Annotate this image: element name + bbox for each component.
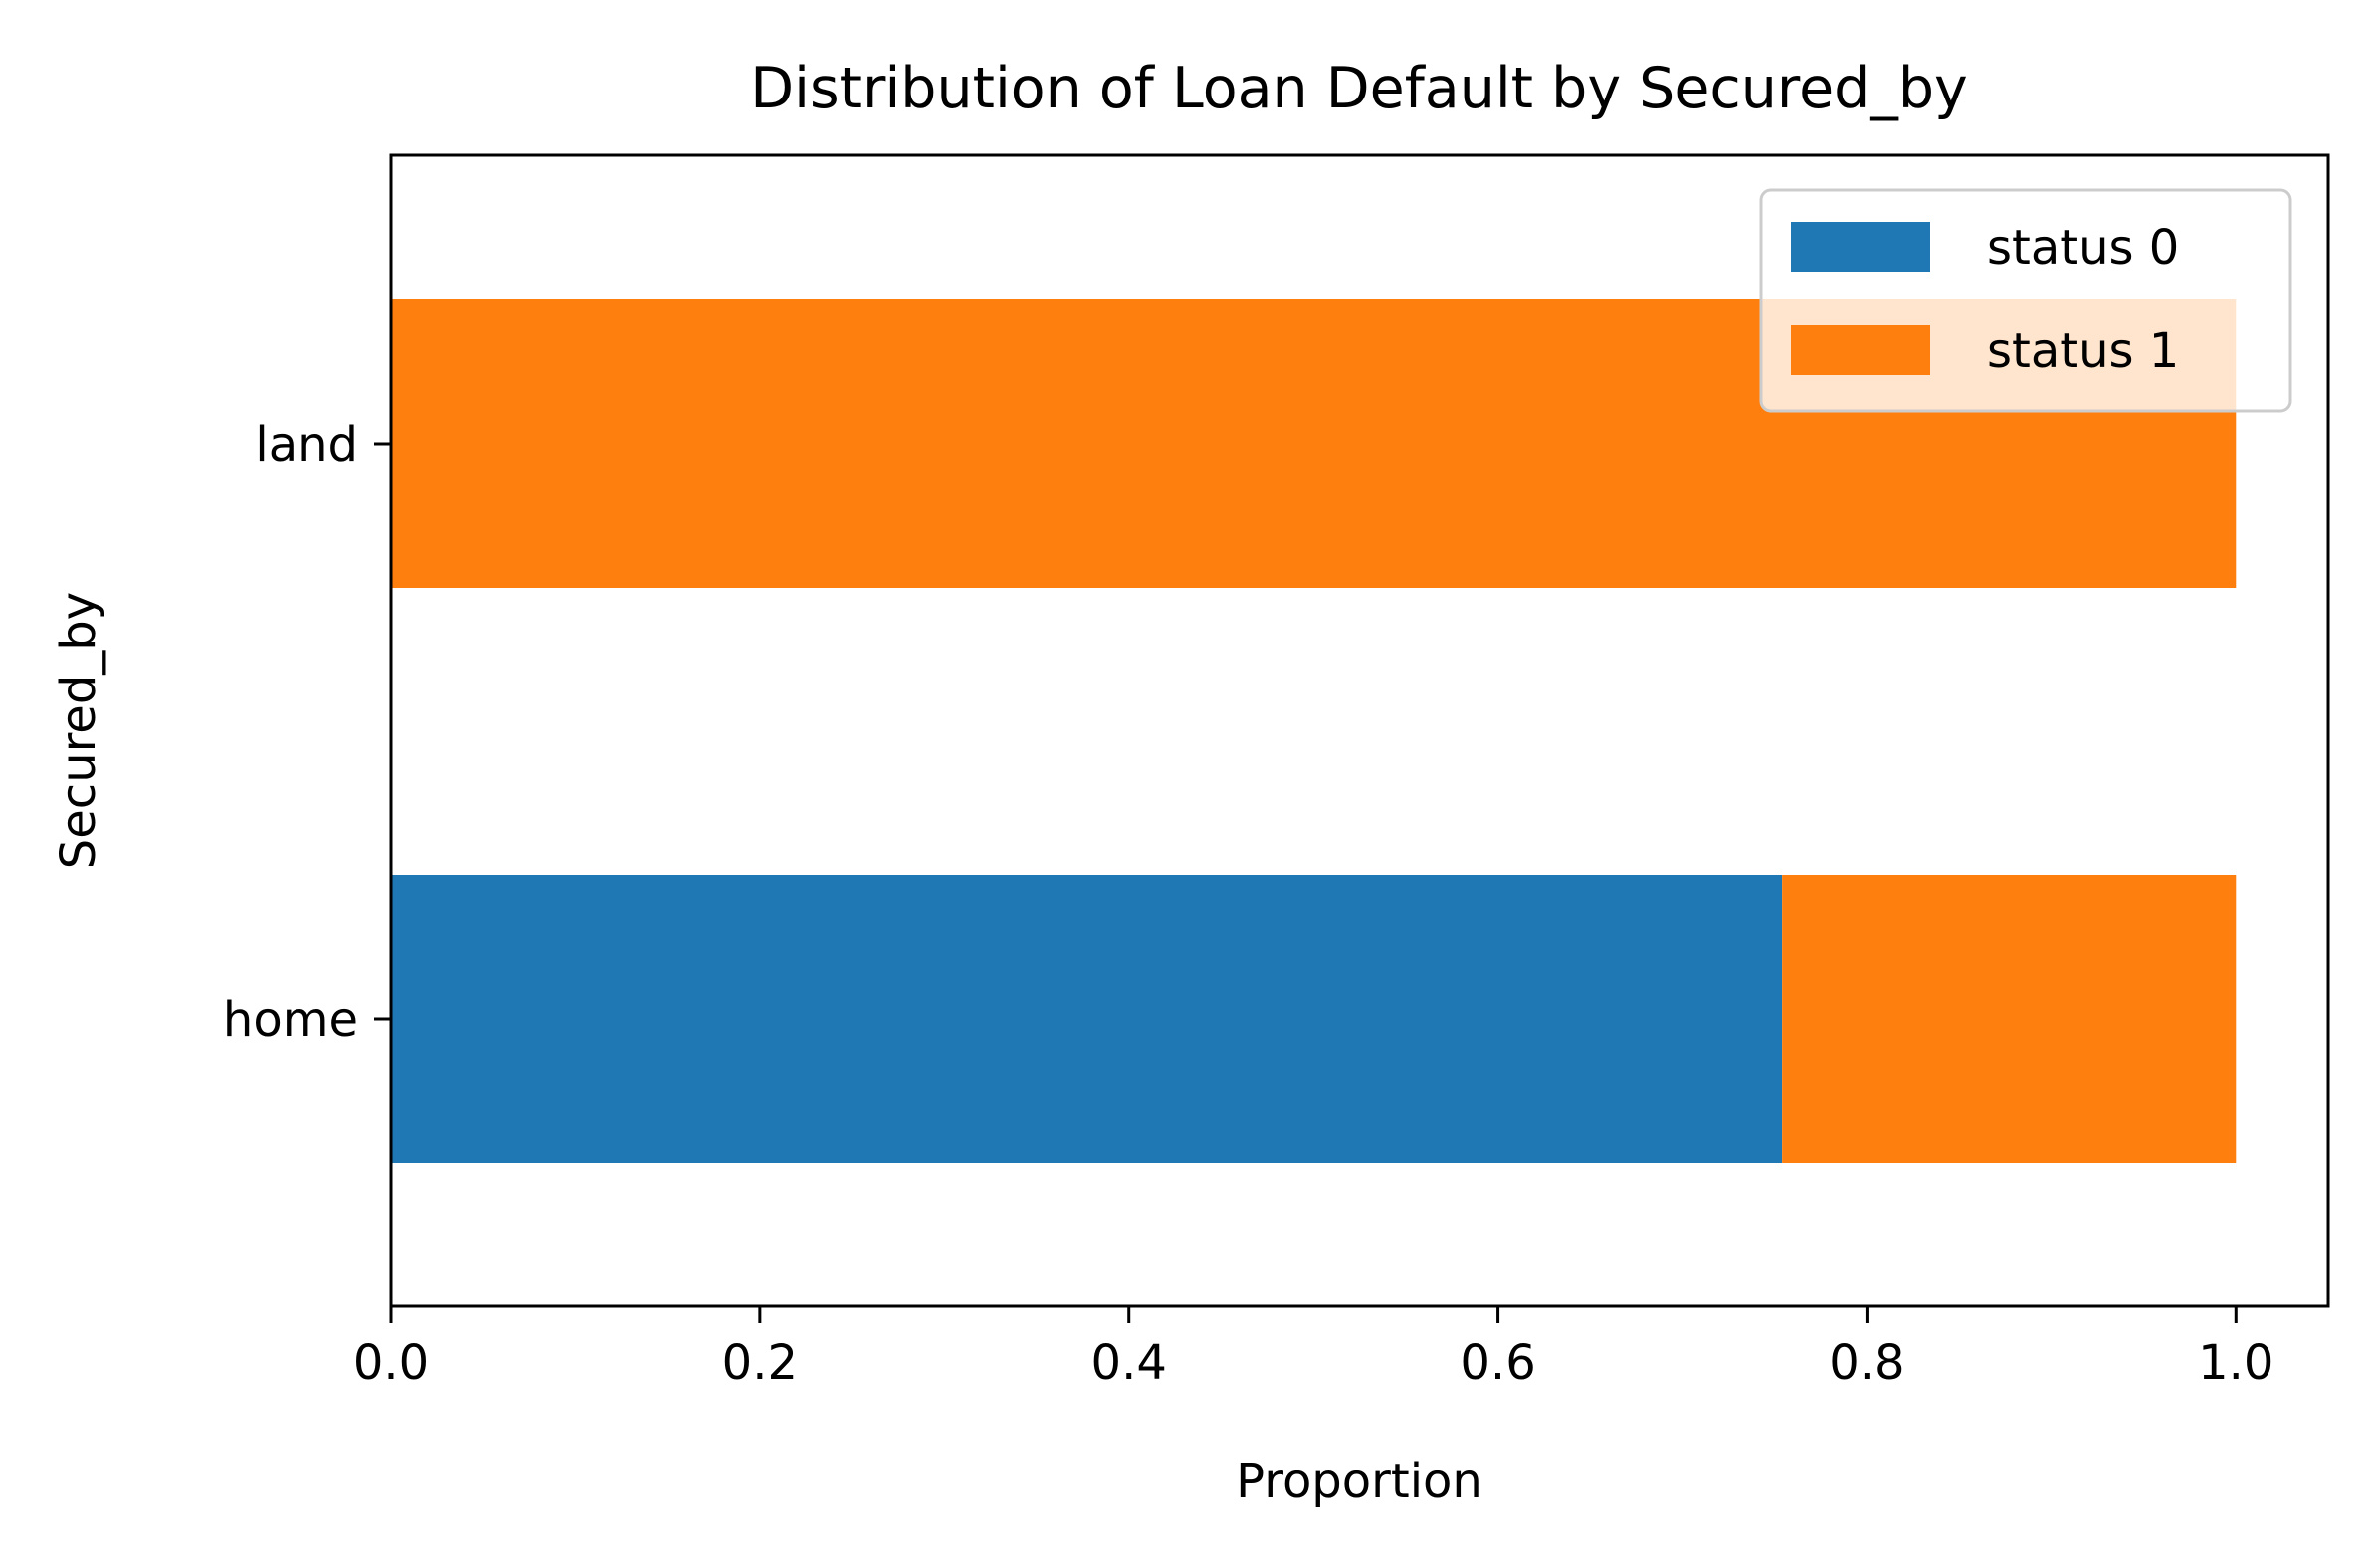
y-tick-label-home: home (223, 992, 358, 1048)
legend-swatch-status-0 (1791, 222, 1930, 272)
bar-home-status-0 (391, 875, 1783, 1163)
legend: status 0 status 1 (1759, 188, 2292, 413)
x-axis-label: Proportion (1236, 1454, 1482, 1509)
x-tick-label: 0.8 (1829, 1335, 1904, 1391)
y-axis-label: Secured_by (51, 592, 106, 869)
ticks-layer: 0.0 0.2 0.4 0.6 0.8 1.0 home land (223, 417, 2274, 1391)
legend-items: status 0 status 1 (1791, 220, 2179, 379)
x-tick-label: 0.6 (1460, 1335, 1535, 1391)
y-tick-label-land: land (255, 417, 358, 473)
legend-swatch-status-1 (1791, 325, 1930, 375)
bar-home-status-1 (1782, 875, 2237, 1163)
legend-label-status-0: status 0 (1987, 220, 2179, 276)
legend-label-status-1: status 1 (1987, 323, 2179, 379)
x-tick-label: 0.2 (722, 1335, 798, 1391)
x-tick-label: 0.0 (353, 1335, 429, 1391)
chart-title: Distribution of Loan Default by Secured_… (750, 56, 1968, 121)
plot-frame (389, 153, 2330, 1308)
x-tick-label: 1.0 (2198, 1335, 2273, 1391)
x-tick-label: 0.4 (1091, 1335, 1167, 1391)
